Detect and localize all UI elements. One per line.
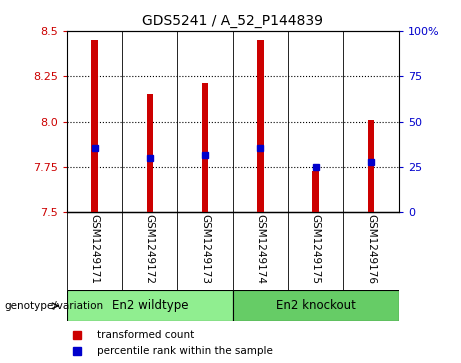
Text: genotype/variation: genotype/variation xyxy=(5,301,104,311)
Bar xyxy=(202,83,208,212)
Bar xyxy=(67,290,233,321)
Bar xyxy=(91,40,98,212)
Bar xyxy=(257,40,264,212)
Text: En2 knockout: En2 knockout xyxy=(276,299,356,312)
Text: GSM1249175: GSM1249175 xyxy=(311,214,321,284)
Text: percentile rank within the sample: percentile rank within the sample xyxy=(97,346,272,356)
Text: GSM1249176: GSM1249176 xyxy=(366,214,376,284)
Text: En2 wildtype: En2 wildtype xyxy=(112,299,188,312)
Text: GSM1249174: GSM1249174 xyxy=(255,214,266,284)
Text: GSM1249171: GSM1249171 xyxy=(89,214,100,284)
Bar xyxy=(368,120,374,212)
Text: GSM1249172: GSM1249172 xyxy=(145,214,155,284)
Text: transformed count: transformed count xyxy=(97,330,194,339)
Text: GSM1249173: GSM1249173 xyxy=(200,214,210,284)
Title: GDS5241 / A_52_P144839: GDS5241 / A_52_P144839 xyxy=(142,15,323,28)
Bar xyxy=(233,290,399,321)
Bar xyxy=(147,94,153,212)
Bar xyxy=(313,171,319,212)
